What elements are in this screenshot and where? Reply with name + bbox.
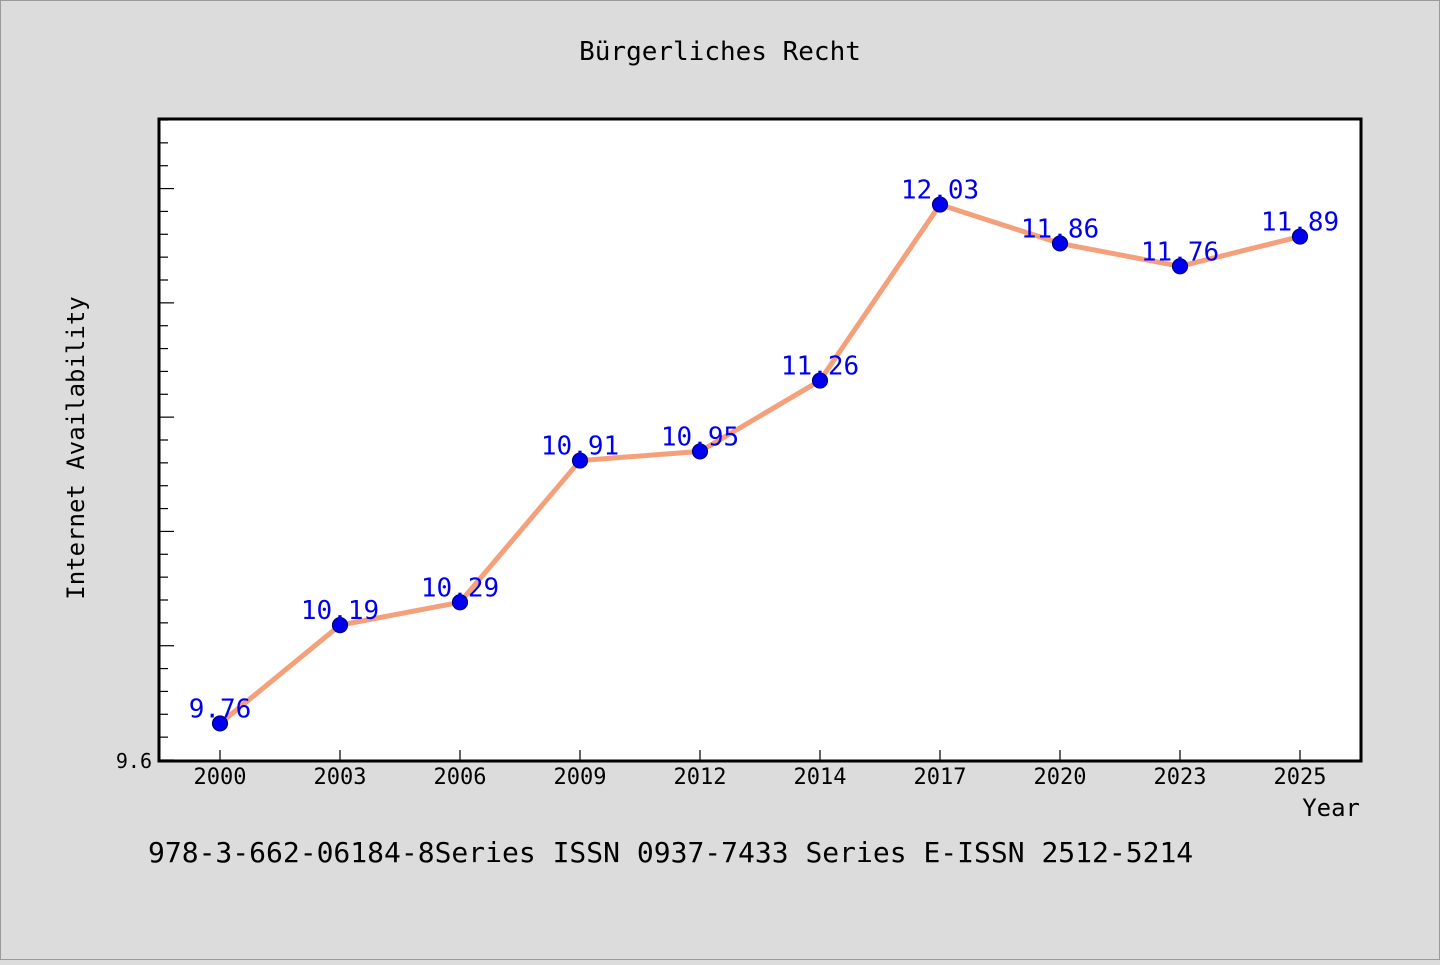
data-point-marker [1171,258,1189,275]
data-label: 10.95 [661,422,739,452]
data-label: 11.86 [1021,214,1099,244]
data-label: 11.89 [1261,208,1339,238]
data-label: 12.03 [901,176,979,206]
y-axis-label: Internet Availability [62,296,90,599]
x-tick-label: 2006 [434,765,487,790]
data-label: 11.76 [1141,237,1219,267]
x-tick-label: 2023 [1154,765,1207,790]
x-axis-label: Year [1302,794,1360,822]
data-label: 10.91 [541,432,619,462]
data-point-marker [1291,228,1309,245]
data-label: 10.19 [301,596,379,626]
data-label: 9.76 [189,694,252,724]
data-label: 11.26 [781,352,859,382]
x-axis-tick-labels: 2000 2003 2006 2009 2012 2014 2017 2020 2023 2025 [194,765,1327,790]
series-line [217,202,1303,726]
data-point-marker [691,443,709,460]
x-tick-label: 2020 [1034,765,1087,790]
chart-title: Bürgerliches Recht [579,37,861,67]
x-tick-label: 2025 [1274,765,1327,790]
x-tick-label: 2009 [554,765,607,790]
data-point-marker [331,617,349,634]
x-tick-label: 2014 [794,765,847,790]
data-labels: 9.76 10.19 10.29 10.91 10.95 11.26 12.03 11.86 1… [189,176,1339,725]
data-point-marker [931,196,949,213]
series-markers [211,196,1309,732]
data-point-marker [451,594,469,611]
x-tick-label: 2000 [194,765,247,790]
data-label: 10.29 [421,573,499,603]
data-point-marker [1051,235,1069,252]
x-axis-ticks [219,750,1301,760]
data-point-marker [811,372,829,389]
x-tick-label: 2012 [674,765,727,790]
x-tick-label: 2003 [314,765,367,790]
x-tick-label: 2017 [914,765,967,790]
data-point-marker [571,452,589,469]
y-axis-ticks [160,119,174,761]
footer-isbn-text: 978-3-662-06184-8Series ISSN 0937-7433 S… [148,836,1193,869]
y-tick-label: 9.6 [116,749,152,773]
plot-area [157,117,1363,763]
data-point-marker [211,715,229,732]
